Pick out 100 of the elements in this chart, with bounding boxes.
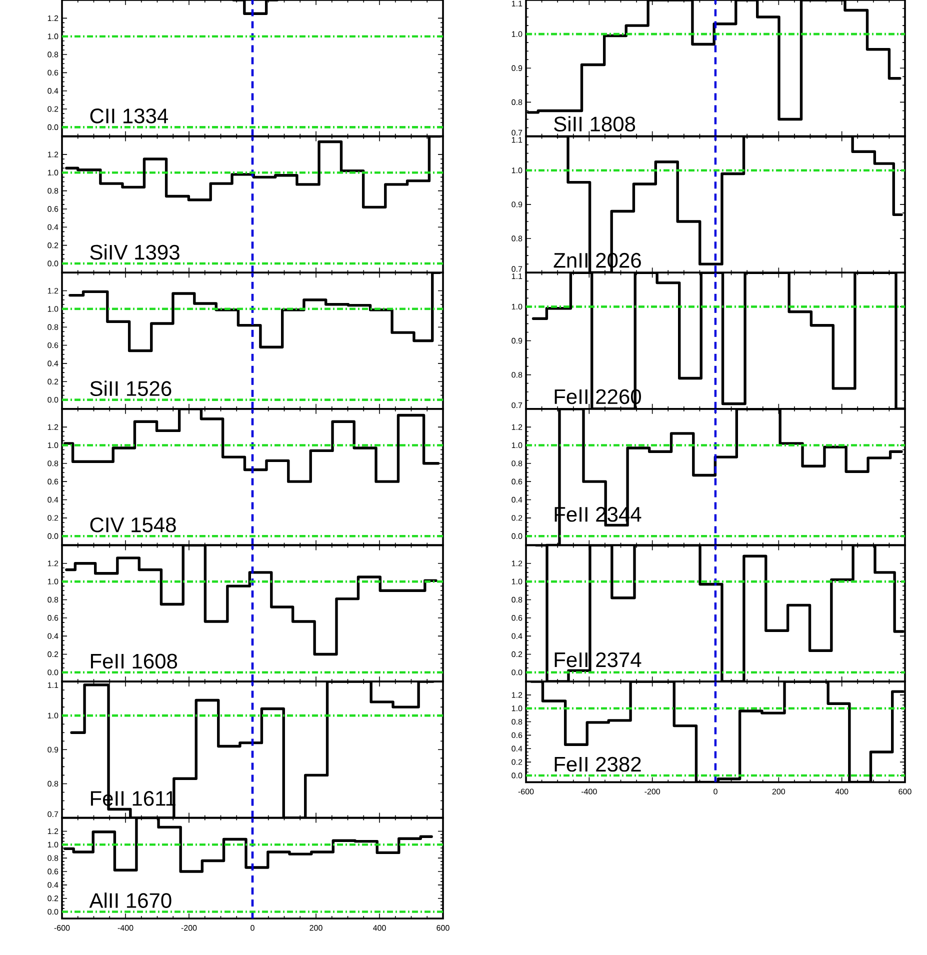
y-tick-label: 1.0 (512, 442, 522, 448)
y-tick-label: 0.9 (512, 65, 522, 71)
y-tick-label: 0.2 (48, 242, 58, 248)
y-tick-label: 0.7 (48, 811, 58, 818)
x-tick-label: -200 (644, 788, 660, 794)
y-tick-label: 0.7 (512, 266, 522, 272)
text: CII 1334 (90, 108, 168, 124)
y-tick-label: 1.2 (512, 692, 522, 698)
y-tick-label: 0.8 (48, 188, 58, 194)
y-tick-label: 1.2 (48, 288, 58, 294)
y-tick-label: 1.2 (48, 152, 58, 158)
y-tick-label: 0.8 (48, 460, 58, 466)
y-tick-label: 0.0 (512, 772, 522, 778)
y-tick-label: 0.9 (48, 746, 58, 752)
y-tick-label: 0.0 (48, 908, 58, 915)
y-tick-label: 0.4 (512, 633, 522, 639)
y-tick-label: 1.2 (512, 424, 522, 430)
y-tick-label: 1.0 (512, 31, 522, 37)
x-tick-label: 200 (772, 788, 786, 794)
y-tick-label: 0.4 (48, 633, 58, 639)
y-tick-label: 0.4 (48, 882, 58, 888)
y-tick-label: 0.8 (512, 596, 522, 603)
y-tick-label: 0.4 (512, 746, 522, 752)
y-tick-label: 0.0 (48, 260, 58, 266)
y-tick-label: 0.8 (48, 324, 58, 330)
y-tick-label: 0.2 (512, 651, 522, 658)
y-tick-label: 1.0 (512, 168, 522, 174)
x-tick-label: 600 (898, 788, 912, 794)
y-tick-label: 1.0 (48, 442, 58, 448)
y-tick-label: 0.2 (512, 759, 522, 765)
y-tick-label: 1.0 (512, 578, 522, 584)
y-tick-label: 0.8 (512, 372, 522, 378)
y-tick-label: 0.6 (512, 478, 522, 484)
y-tick-label: 0.8 (48, 596, 58, 603)
y-tick-label: 0.0 (48, 396, 58, 403)
y-tick-label: 0.8 (48, 855, 58, 861)
y-tick-label: 0.8 (512, 236, 522, 242)
y-tick-label: 0.6 (48, 70, 58, 76)
x-tick-label: 200 (310, 925, 322, 931)
x-tick-label: -600 (518, 788, 534, 794)
y-tick-label: 0.4 (48, 88, 58, 94)
y-tick-label: 0.6 (48, 868, 58, 874)
y-tick-label: 0.6 (512, 732, 522, 738)
x-tick-label: -400 (582, 788, 597, 794)
text: SiII 1526 (90, 380, 172, 396)
y-tick-label: 1.0 (48, 712, 58, 718)
y-tick-label: 0.7 (512, 402, 522, 408)
text: FeII 2374 (554, 652, 642, 668)
x-tick-label: 0 (250, 925, 254, 931)
y-tick-label: 1.0 (48, 578, 58, 584)
y-tick-label: 0.8 (512, 460, 522, 466)
y-tick-label: 1.2 (48, 15, 58, 21)
y-tick-label: 0.6 (48, 478, 58, 484)
y-tick-label: 0.6 (48, 615, 58, 621)
y-tick-label: 0.0 (48, 670, 58, 676)
y-tick-label: 0.8 (512, 99, 522, 106)
y-tick-label: 0.7 (512, 130, 522, 136)
x-tick-label: -400 (118, 925, 134, 931)
y-tick-label: 0.0 (48, 533, 58, 539)
text: FeII 1608 (90, 654, 178, 669)
y-tick-label: 0.2 (48, 106, 58, 112)
y-tick-label: 1.0 (512, 304, 522, 310)
y-tick-label: 0.4 (48, 224, 58, 230)
y-tick-label: 1.1 (512, 0, 522, 6)
y-tick-label: 0.8 (512, 718, 522, 725)
y-tick-label: 1.0 (512, 706, 522, 712)
y-tick-label: 1.2 (48, 424, 58, 430)
x-tick-label: 400 (373, 925, 386, 931)
y-tick-label: 0.2 (48, 896, 58, 902)
x-tick-label: -200 (181, 925, 197, 931)
y-tick-label: 1.1 (512, 273, 522, 279)
y-tick-label: 1.1 (512, 137, 522, 143)
text: CIV 1548 (90, 517, 176, 532)
y-tick-label: 1.1 (48, 682, 58, 688)
y-tick-label: 1.0 (48, 170, 58, 176)
y-tick-label: 0.2 (48, 515, 58, 521)
y-tick-label: 1.0 (48, 842, 58, 848)
y-tick-label: 0.2 (512, 515, 522, 521)
text: SiII 1808 (554, 116, 636, 132)
text: SiIV 1393 (90, 244, 180, 260)
y-tick-label: 0.6 (512, 615, 522, 621)
y-tick-label: 0.8 (48, 52, 58, 58)
x-tick-label: -600 (54, 925, 70, 931)
y-tick-label: 0.4 (48, 360, 58, 366)
y-tick-label: 0.2 (48, 651, 58, 658)
y-tick-label: 0.9 (512, 338, 522, 344)
y-tick-label: 1.2 (512, 560, 522, 566)
y-tick-label: 1.0 (48, 306, 58, 312)
y-tick-label: 0.6 (48, 206, 58, 212)
x-tick-label: 400 (835, 788, 848, 794)
y-tick-label: 0.9 (512, 202, 522, 208)
text: FeII 2382 (554, 756, 641, 772)
x-tick-label: 600 (436, 925, 450, 931)
y-tick-label: 0.6 (48, 342, 58, 348)
y-tick-label: 0.4 (48, 496, 58, 503)
y-tick-label: 0.4 (512, 496, 522, 503)
text: AlII 1670 (89, 892, 172, 908)
y-tick-label: 1.2 (48, 560, 58, 566)
y-tick-label: 0.0 (512, 670, 522, 676)
y-tick-label: 0.0 (512, 533, 522, 539)
